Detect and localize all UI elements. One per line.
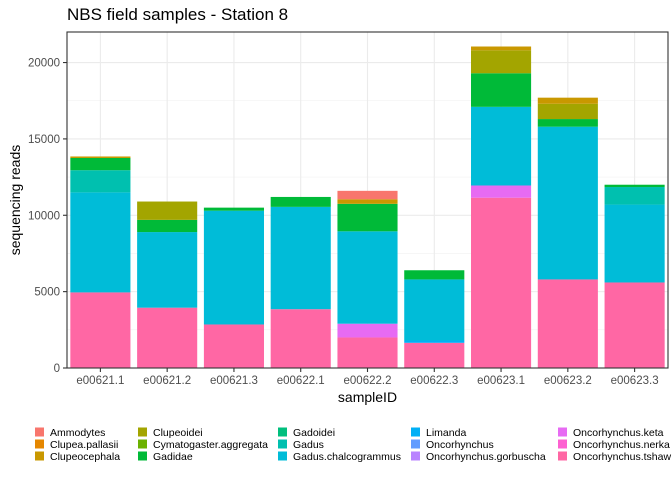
legend-label: Oncorhynchus xyxy=(426,439,494,451)
legend-label: Oncorhynchus.gorbuscha xyxy=(426,451,546,463)
bar-segment xyxy=(203,324,264,368)
bar-segment xyxy=(270,196,331,207)
legend-label: Oncorhynchus.keta xyxy=(573,427,664,439)
y-axis: 0 5000 10000 15000 20000 xyxy=(28,58,67,375)
bar-segment xyxy=(604,204,665,283)
x-tick-label: e00623.1 xyxy=(477,375,525,387)
legend-key xyxy=(35,439,44,449)
x-tick-label: e00622.1 xyxy=(277,375,325,387)
x-axis: e00621.1 e00621.2 e00621.3 e00622.1 e00622.2… xyxy=(76,368,659,387)
legend-key xyxy=(411,451,420,461)
bar-segment xyxy=(471,197,532,368)
bar-segment xyxy=(537,97,598,104)
bar-segment xyxy=(70,192,131,293)
legend-key xyxy=(35,427,44,437)
bar-segment xyxy=(270,206,331,310)
bar-segment xyxy=(337,337,398,368)
legend-label: Cymatogaster.aggregata xyxy=(153,439,268,451)
bar-segment xyxy=(137,232,198,308)
bar-segment xyxy=(337,190,398,200)
bar-segment xyxy=(471,46,532,51)
bar-segment xyxy=(404,270,465,280)
bar-segment xyxy=(337,231,398,324)
y-axis-title: sequencing reads xyxy=(7,145,23,256)
y-tick-label: 0 xyxy=(54,363,60,375)
legend-label: Gadus.chalcogrammus xyxy=(293,451,401,463)
bar-segment xyxy=(70,156,131,158)
x-tick-label: e00623.2 xyxy=(544,375,592,387)
bar-segment xyxy=(404,342,465,368)
legend-key xyxy=(411,427,420,437)
bar-segment xyxy=(537,279,598,368)
x-tick-label: e00622.2 xyxy=(344,375,392,387)
legend-key xyxy=(138,427,147,437)
y-tick-label: 20000 xyxy=(28,58,60,70)
legend-key xyxy=(558,427,567,437)
bars xyxy=(70,46,665,368)
legend-key xyxy=(278,427,287,437)
bar-segment xyxy=(70,292,131,368)
legend-label: Clupeoidei xyxy=(153,427,203,439)
bar-segment xyxy=(70,158,131,171)
bar-segment xyxy=(404,340,465,343)
bar-segment xyxy=(337,203,398,232)
y-tick-label: 5000 xyxy=(34,287,60,299)
x-tick-label: e00622.3 xyxy=(410,375,458,387)
legend-key xyxy=(411,439,420,449)
bar-segment xyxy=(404,279,465,341)
legend-key xyxy=(558,439,567,449)
legend-key xyxy=(35,451,44,461)
legend-label: Limanda xyxy=(426,427,466,439)
legend-key xyxy=(278,451,287,461)
legend-label: Oncorhynchus.tshaw xyxy=(573,451,671,463)
bar-segment xyxy=(203,207,264,211)
bar-segment xyxy=(604,187,665,205)
bar-segment xyxy=(337,199,398,204)
legend-label: Clupea.pallasii xyxy=(50,439,118,451)
legend-label: Gadus xyxy=(293,439,324,451)
chart-title: NBS field samples - Station 8 xyxy=(67,5,288,24)
legend-key xyxy=(138,439,147,449)
bar-segment xyxy=(537,119,598,127)
bar-segment xyxy=(471,185,532,198)
bar-segment xyxy=(471,73,532,107)
bar-segment xyxy=(537,126,598,280)
x-tick-label: e00621.1 xyxy=(76,375,124,387)
bar-segment xyxy=(70,170,131,193)
legend-label: Gadidae xyxy=(153,451,193,463)
bar-segment xyxy=(337,323,398,338)
bar-segment xyxy=(137,307,198,368)
bar-segment xyxy=(203,210,264,325)
legend-key xyxy=(278,439,287,449)
bar-segment xyxy=(604,282,665,368)
bar-segment xyxy=(270,309,331,368)
legend-label: Clupeocephala xyxy=(50,451,120,463)
bar-segment xyxy=(604,184,665,188)
legend-key xyxy=(138,451,147,461)
y-tick-label: 10000 xyxy=(28,210,60,222)
x-tick-label: e00623.3 xyxy=(611,375,659,387)
bar-segment xyxy=(471,50,532,74)
legend-label: Oncorhynchus.nerka xyxy=(573,439,670,451)
legend-key xyxy=(558,451,567,461)
bar-segment xyxy=(537,103,598,120)
bar-segment xyxy=(137,219,198,233)
legend-label: Gadoidei xyxy=(293,427,335,439)
x-axis-title: sampleID xyxy=(338,389,397,405)
x-tick-label: e00621.2 xyxy=(143,375,191,387)
bar-segment xyxy=(137,201,198,220)
x-tick-label: e00621.3 xyxy=(210,375,258,387)
legend-label: Ammodytes xyxy=(50,427,105,439)
y-tick-label: 15000 xyxy=(28,134,60,146)
bar-segment xyxy=(471,106,532,186)
